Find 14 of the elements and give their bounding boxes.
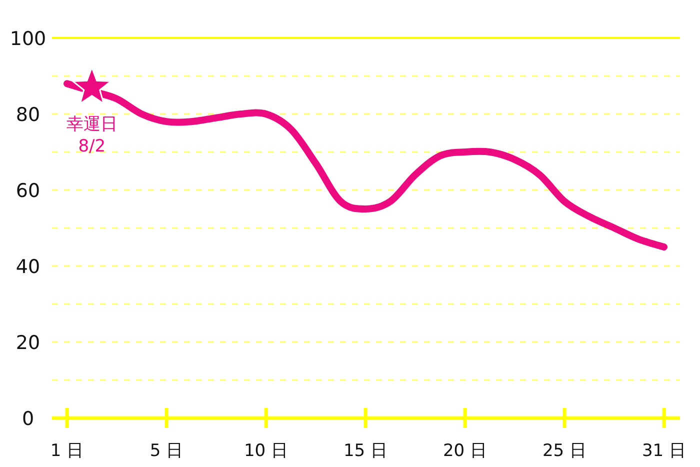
x-tick-label: 1 日 bbox=[50, 441, 84, 461]
x-tick-label: 31 日 bbox=[642, 441, 686, 461]
y-tick-label: 0 bbox=[22, 408, 34, 430]
y-tick-label: 20 bbox=[16, 332, 40, 354]
y-tick-label: 60 bbox=[16, 180, 40, 202]
x-tick-label: 15 日 bbox=[343, 441, 388, 461]
x-tick-label: 20 日 bbox=[442, 441, 488, 461]
x-tick-label: 5 日 bbox=[150, 441, 184, 461]
y-tick-label: 100 bbox=[10, 28, 46, 50]
annotation: 幸運日 8/2 bbox=[66, 114, 118, 156]
x-tick-label: 25 日 bbox=[542, 441, 587, 461]
y-tick-label: 40 bbox=[16, 256, 40, 278]
y-tick-label: 80 bbox=[16, 104, 40, 126]
x-tick-label: 10 日 bbox=[244, 441, 288, 461]
